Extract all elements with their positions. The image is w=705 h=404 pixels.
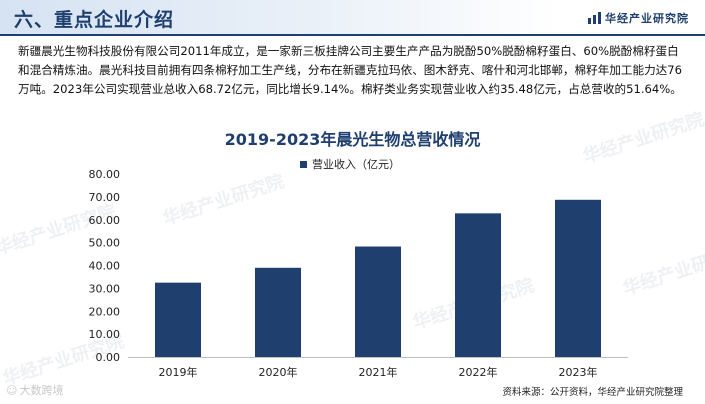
- brand: 华经产业研究院: [588, 10, 689, 26]
- x-tick-label: 2020年: [259, 365, 298, 379]
- x-tick-label: 2022年: [459, 365, 498, 379]
- y-tick-label: 50.00: [89, 237, 121, 250]
- y-tick-label: 40.00: [89, 260, 121, 273]
- header-divider: [0, 34, 705, 36]
- legend-swatch: [300, 160, 307, 168]
- brand-logo-icon: [588, 12, 601, 24]
- chart-title: 2019-2023年晨光生物总营收情况: [224, 130, 481, 149]
- y-tick-label: 0.00: [96, 351, 121, 364]
- bar-2021年: [355, 246, 401, 357]
- bar-2022年: [455, 213, 501, 357]
- y-tick-label: 70.00: [89, 191, 121, 204]
- header-band: [0, 0, 560, 34]
- bar-2020年: [255, 267, 301, 357]
- y-tick-label: 20.00: [89, 305, 121, 318]
- source-note: 资料来源：公开资料，华经产业研究院整理: [502, 387, 683, 398]
- corner-watermark-text: 大数跨境: [19, 384, 64, 397]
- legend-label: 营业收入（亿元）: [312, 158, 400, 171]
- x-tick-label: 2021年: [359, 365, 398, 379]
- section-title: 六、重点企业介绍: [14, 9, 175, 31]
- header-bar: 六、重点企业介绍 华经产业研究院: [0, 0, 705, 36]
- y-tick-label: 60.00: [89, 214, 121, 227]
- y-tick-label: 30.00: [89, 282, 121, 295]
- bar-2023年: [555, 199, 601, 357]
- chat-bubble-icon: ☺: [6, 383, 18, 397]
- company-description: 新疆晨光生物科技股份有限公司2011年成立，是一家新三板挂牌公司主要生产产品为脱…: [18, 44, 683, 96]
- x-tick-label: 2019年: [159, 365, 198, 379]
- x-tick-label: 2023年: [559, 365, 598, 379]
- brand-name: 华经产业研究院: [605, 12, 689, 25]
- corner-watermark: ☺ 大数跨境: [6, 382, 63, 398]
- bar-2019年: [155, 282, 201, 357]
- y-tick-label: 10.00: [89, 328, 121, 341]
- y-tick-label: 80.00: [89, 168, 121, 181]
- chart-legend: 营业收入（亿元）: [300, 156, 400, 172]
